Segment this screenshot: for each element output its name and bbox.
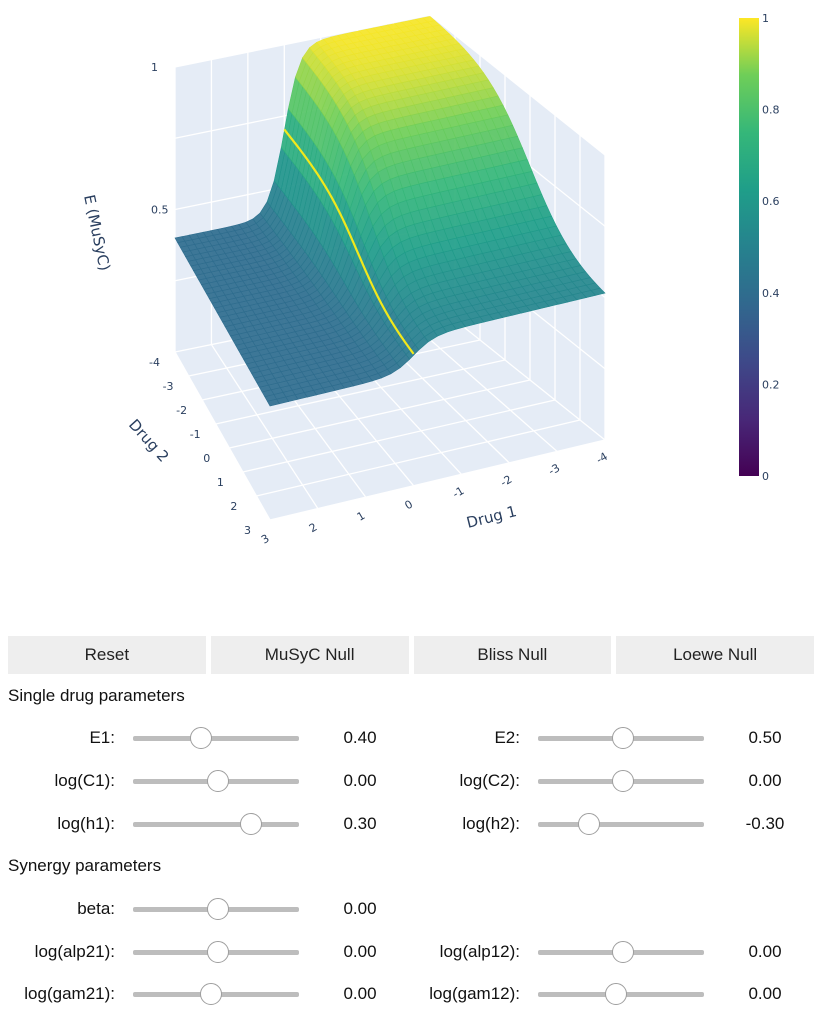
E1-slider-thumb[interactable] [190, 727, 213, 749]
y-tick-label: 1 [217, 476, 224, 489]
colorbar-tick-label: 0.4 [762, 287, 780, 300]
E2-value: 0.50 [748, 728, 782, 747]
loggam21-value: 0.00 [343, 984, 377, 1003]
logC2-value: 0.00 [748, 771, 782, 790]
y-tick-label: 2 [230, 500, 237, 513]
null-model-buttons: Reset MuSyC Null Bliss Null Loewe Null [8, 636, 814, 674]
logh2-value: -0.30 [745, 814, 785, 833]
z-tick-label: 1 [151, 61, 158, 74]
colorbar-tick-label: 0.8 [762, 104, 780, 117]
x-tick-label: 2 [307, 520, 320, 535]
y-axis-title: Drug 2 [125, 416, 173, 466]
z-axis-title: E (MuSyC) [80, 193, 114, 272]
logalp12-value: 0.00 [748, 942, 782, 961]
surface-plot[interactable]: 3 2 1 0 -1 -2 -3 -4 -4 -3 -2 -1 0 1 2 3 0.5 1 E (MuSyC) D… [0, 0, 829, 600]
y-tick-label: -1 [190, 428, 201, 441]
colorbar-ticks: 0 0.2 0.4 0.6 0.8 1 [762, 12, 780, 483]
logalp12-label: log(alp12): [439, 942, 520, 961]
logalp21-label: log(alp21): [34, 942, 115, 961]
E1-slider-track[interactable] [133, 736, 299, 741]
colorbar-tick-label: 0.6 [762, 195, 780, 208]
x-tick-label: -4 [594, 450, 610, 467]
beta-value: 0.00 [343, 899, 377, 918]
colorbar-tick-label: 1 [762, 12, 769, 25]
E1-value: 0.40 [343, 728, 377, 747]
ic50-contour-line [283, 128, 415, 355]
loggam21-label: log(gam21): [24, 984, 115, 1003]
synergy-section-title: Synergy parameters [8, 856, 162, 875]
logh1-label: log(h1): [57, 814, 115, 833]
loggam12-label: log(gam12): [429, 984, 520, 1003]
floor-grid-y [215, 359, 506, 425]
logC1-slider[interactable] [133, 766, 299, 796]
x-axis-title: Drug 1 [465, 502, 519, 532]
y-tick-label: 0 [203, 452, 210, 465]
logh1-slider-thumb[interactable] [239, 813, 262, 835]
floor-grid-y [242, 399, 556, 473]
logh1-slider[interactable] [133, 809, 299, 839]
colorbar-tick-label: 0 [762, 470, 769, 483]
loggam12-slider[interactable] [538, 979, 704, 1009]
z-tick-label: 0.5 [151, 204, 169, 217]
loggam21-slider-thumb[interactable] [200, 983, 223, 1005]
surface-patch [590, 287, 606, 296]
logC2-label: log(C2): [459, 771, 520, 790]
x-tick-label: 3 [259, 532, 272, 547]
logh2-label: log(h2): [462, 814, 520, 833]
logC1-slider-thumb[interactable] [206, 770, 229, 792]
loggam12-value: 0.00 [748, 984, 782, 1003]
logalp21-slider-thumb[interactable] [206, 941, 229, 963]
E2-slider-thumb[interactable] [611, 727, 634, 749]
floor-grid-x [210, 344, 319, 509]
E1-slider[interactable] [133, 723, 299, 753]
x-tick-label: -1 [450, 484, 466, 501]
loggam12-slider-thumb[interactable] [605, 983, 628, 1005]
logh1-value: 0.30 [343, 814, 377, 833]
contour-line [283, 128, 415, 355]
floor-grid-y [256, 419, 581, 497]
floor-grid-x [174, 351, 271, 521]
reset-button[interactable]: Reset [8, 636, 206, 674]
floor-grid-y [229, 379, 531, 449]
logC2-slider-thumb[interactable] [611, 770, 634, 792]
y-tick-label: -4 [149, 356, 160, 369]
response-surface [174, 16, 606, 407]
E2-label: E2: [494, 728, 520, 747]
logalp12-slider-thumb[interactable] [611, 941, 634, 963]
side-grid-z [429, 14, 606, 156]
back-grid-z [174, 14, 431, 68]
logC1-value: 0.00 [343, 771, 377, 790]
beta-label: beta: [77, 899, 115, 918]
x-tick-label: 1 [355, 509, 368, 524]
logh1-slider-track[interactable] [133, 822, 299, 827]
y-tick-label: 3 [244, 524, 251, 537]
loggam21-slider[interactable] [133, 979, 299, 1009]
logalp21-slider[interactable] [133, 937, 299, 967]
logh2-slider[interactable] [538, 809, 704, 839]
logC1-label: log(C1): [54, 771, 115, 790]
beta-slider-thumb[interactable] [206, 898, 229, 920]
colorbar-tick-label: 0.2 [762, 378, 780, 391]
logh2-slider-thumb[interactable] [578, 813, 601, 835]
beta-slider[interactable] [133, 894, 299, 924]
bliss-null-button[interactable]: Bliss Null [413, 636, 612, 674]
x-tick-label: -2 [498, 473, 514, 490]
loewe-null-button[interactable]: Loewe Null [616, 636, 814, 674]
x-tick-label: -3 [546, 461, 562, 478]
logC2-slider[interactable] [538, 766, 704, 796]
single-drug-section-title: Single drug parameters [8, 686, 185, 705]
floor-grid-y [269, 439, 606, 521]
E1-label: E1: [89, 728, 115, 747]
E2-slider[interactable] [538, 723, 704, 753]
colorbar [739, 18, 759, 476]
y-tick-label: -2 [176, 404, 187, 417]
y-tick-label: -3 [163, 380, 174, 393]
x-tick-label: 0 [403, 498, 416, 513]
musyc-null-button[interactable]: MuSyC Null [210, 636, 409, 674]
logalp21-value: 0.00 [343, 942, 377, 961]
logh2-slider-track[interactable] [538, 822, 704, 827]
logalp12-slider[interactable] [538, 937, 704, 967]
